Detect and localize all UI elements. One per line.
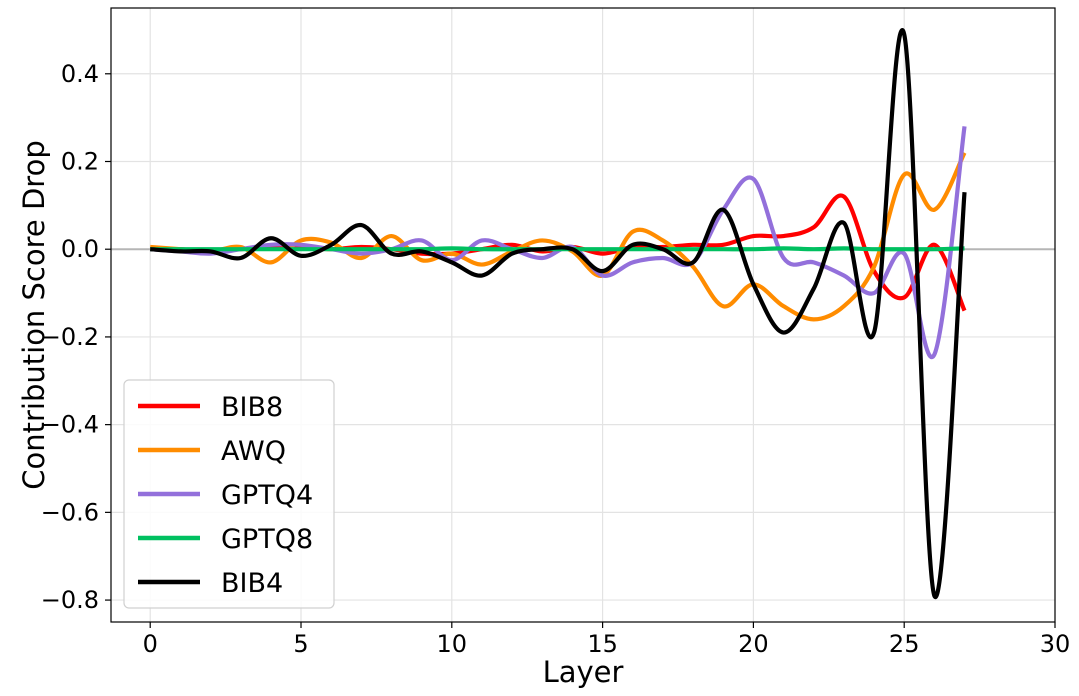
plot-frame (110, 7, 1056, 623)
y-tick-label: −0.4 (41, 411, 99, 439)
legend: BIB8 AWQ GPTQ4 GPTQ8 BIB4 (123, 379, 335, 609)
y-tick-label: −0.2 (41, 323, 99, 351)
x-tick-label: 10 (437, 630, 468, 658)
series-line-awq (150, 151, 967, 322)
series-line-bib4 (150, 28, 967, 600)
legend-label: AWQ (221, 436, 286, 467)
y-axis-title: Contribution Score Drop (17, 140, 51, 490)
x-tick-label: 25 (889, 630, 920, 658)
legend-label: GPTQ4 (221, 480, 313, 511)
x-tick-label: 30 (1040, 630, 1071, 658)
legend-label: GPTQ8 (221, 524, 313, 555)
x-tick-label: 5 (293, 630, 308, 658)
y-tick-label: 0.0 (61, 235, 99, 263)
x-axis-title: Layer (543, 655, 624, 689)
x-tick-label: 20 (738, 630, 769, 658)
legend-label: BIB4 (221, 568, 283, 599)
y-tick-label: 0.2 (61, 148, 99, 176)
legend-label: BIB8 (221, 392, 283, 423)
legend-box (123, 379, 335, 609)
y-tick-label: −0.8 (41, 586, 99, 614)
series-lines (150, 28, 967, 600)
y-tick-label: 0.4 (61, 60, 99, 88)
x-tick-label: 15 (587, 630, 618, 658)
x-tick-label: 0 (143, 630, 158, 658)
axis-ticks: 0 5 10 15 20 25 30 −0.8 −0.6 −0.4 −0.2 0.0 0.2 0.4 (41, 60, 1071, 658)
y-tick-label: −0.6 (41, 498, 99, 526)
